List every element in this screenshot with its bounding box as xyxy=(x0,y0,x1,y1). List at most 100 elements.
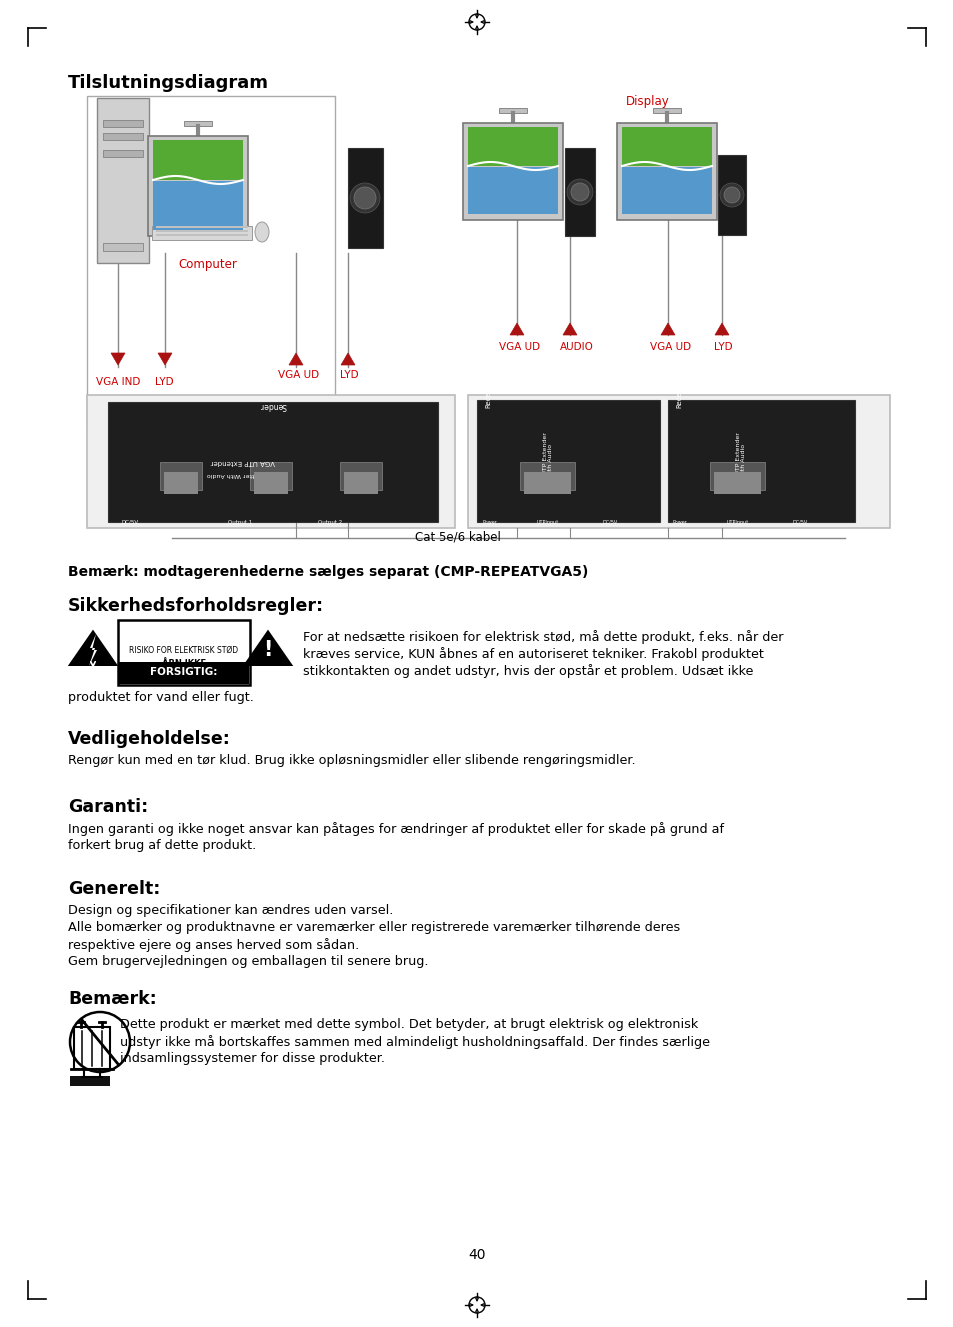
Text: VGA UTP Extender
With Audio: VGA UTP Extender With Audio xyxy=(735,433,745,490)
Text: Sikkerhedsforholdsregler:: Sikkerhedsforholdsregler: xyxy=(68,597,324,614)
Bar xyxy=(523,472,571,494)
Text: DC/5V: DC/5V xyxy=(121,520,138,525)
Bar xyxy=(468,127,558,166)
Bar xyxy=(667,399,854,522)
Bar xyxy=(70,1076,110,1085)
Text: stikkontakten og andet udstyr, hvis der opstår et problem. Udsæt ikke: stikkontakten og andet udstyr, hvis der … xyxy=(303,664,753,678)
Text: VGA UD: VGA UD xyxy=(649,342,690,352)
Text: 1X2 Splitter With Audio: 1X2 Splitter With Audio xyxy=(206,471,279,476)
Text: kræves service, KUN åbnes af en autoriseret tekniker. Frakobl produktet: kræves service, KUN åbnes af en autorise… xyxy=(303,648,763,661)
Text: Dette produkt er mærket med dette symbol. Det betyder, at brugt elektrisk og ele: Dette produkt er mærket med dette symbol… xyxy=(120,1018,698,1031)
Polygon shape xyxy=(714,322,728,334)
Bar xyxy=(103,150,143,157)
Bar xyxy=(462,123,562,220)
Bar xyxy=(709,462,764,490)
Text: Ingen garanti og ikke noget ansvar kan påtages for ændringer af produktet eller : Ingen garanti og ikke noget ansvar kan p… xyxy=(68,821,723,836)
Ellipse shape xyxy=(254,222,269,242)
Bar xyxy=(344,472,377,494)
Text: 40: 40 xyxy=(468,1247,485,1262)
Text: Vedligeholdelse:: Vedligeholdelse: xyxy=(68,730,231,748)
Bar xyxy=(97,98,149,263)
Bar xyxy=(87,395,455,528)
Circle shape xyxy=(566,179,593,204)
Bar xyxy=(103,133,143,141)
Text: VGA UD: VGA UD xyxy=(277,370,319,380)
Text: Power: Power xyxy=(672,520,687,525)
Text: forkert brug af dette produkt.: forkert brug af dette produkt. xyxy=(68,839,256,852)
Circle shape xyxy=(571,183,588,200)
Bar xyxy=(621,167,711,214)
Polygon shape xyxy=(111,353,125,365)
Text: Bemærk:: Bemærk: xyxy=(68,990,156,1009)
Text: udstyr ikke må bortskaffes sammen med almindeligt husholdningsaffald. Der findes: udstyr ikke må bortskaffes sammen med al… xyxy=(120,1035,709,1048)
Bar xyxy=(339,462,381,490)
Text: Gem brugervejledningen og emballagen til senere brug.: Gem brugervejledningen og emballagen til… xyxy=(68,955,428,967)
Bar xyxy=(468,167,558,214)
Bar xyxy=(348,149,382,248)
Bar xyxy=(108,402,437,522)
Circle shape xyxy=(723,187,740,203)
Text: AUDIO: AUDIO xyxy=(559,342,594,352)
Text: LYD: LYD xyxy=(713,342,732,352)
Text: FORSIGTIG:: FORSIGTIG: xyxy=(151,667,217,677)
Text: indsamlingssystemer for disse produkter.: indsamlingssystemer for disse produkter. xyxy=(120,1052,385,1066)
Text: LYD: LYD xyxy=(154,377,173,387)
Text: Sender: Sender xyxy=(259,401,286,410)
Bar xyxy=(152,180,243,230)
Text: Garanti:: Garanti: xyxy=(68,798,148,816)
Bar xyxy=(468,395,889,528)
Polygon shape xyxy=(340,353,355,365)
Bar xyxy=(253,472,288,494)
Bar xyxy=(156,226,248,228)
Polygon shape xyxy=(89,634,97,666)
Bar xyxy=(156,230,248,232)
Text: Alle bomærker og produktnavne er varemærker eller registrerede varemærker tilhør: Alle bomærker og produktnavne er varemær… xyxy=(68,921,679,934)
Bar xyxy=(103,243,143,251)
Text: VGA IND: VGA IND xyxy=(96,377,140,387)
Bar xyxy=(184,121,212,126)
Text: Power: Power xyxy=(482,520,497,525)
Text: Rengør kun med en tør klud. Brug ikke opløsningsmidler eller slibende rengørings: Rengør kun med en tør klud. Brug ikke op… xyxy=(68,754,635,767)
Text: DC/5V: DC/5V xyxy=(792,520,807,525)
Text: VGA UTP Extender: VGA UTP Extender xyxy=(211,459,274,464)
Text: UTPInput: UTPInput xyxy=(726,520,748,525)
Bar xyxy=(103,119,143,127)
Text: Output 1: Output 1 xyxy=(228,520,252,525)
Bar xyxy=(498,107,526,113)
Bar xyxy=(250,462,292,490)
Bar xyxy=(476,399,659,522)
Circle shape xyxy=(350,183,379,214)
Polygon shape xyxy=(510,322,523,334)
Text: ÅBN IKKE: ÅBN IKKE xyxy=(162,660,206,669)
Text: !: ! xyxy=(263,640,273,660)
Bar xyxy=(713,472,760,494)
Text: VGA UTP Extender
With Audio: VGA UTP Extender With Audio xyxy=(542,433,553,490)
Text: LYD: LYD xyxy=(339,370,358,380)
Text: respektive ejere og anses herved som sådan.: respektive ejere og anses herved som såd… xyxy=(68,938,359,951)
Text: Output 2: Output 2 xyxy=(317,520,342,525)
Polygon shape xyxy=(660,322,675,334)
Text: RISIKO FOR ELEKTRISK STØD: RISIKO FOR ELEKTRISK STØD xyxy=(130,645,238,654)
Bar xyxy=(160,462,202,490)
Bar xyxy=(621,127,711,166)
Text: DC/5V: DC/5V xyxy=(601,520,617,525)
Bar xyxy=(152,141,243,180)
Bar xyxy=(718,155,745,235)
Circle shape xyxy=(720,183,743,207)
Text: For at nedsætte risikoen for elektrisk stød, må dette produkt, f.eks. når der: For at nedsætte risikoen for elektrisk s… xyxy=(303,630,782,644)
Polygon shape xyxy=(562,322,577,334)
Bar xyxy=(74,1027,110,1070)
Text: VGA UD: VGA UD xyxy=(498,342,539,352)
Polygon shape xyxy=(289,353,303,365)
Circle shape xyxy=(354,187,375,208)
Bar xyxy=(564,149,595,236)
Bar xyxy=(87,96,335,425)
Polygon shape xyxy=(68,629,118,666)
Text: produktet for vand eller fugt.: produktet for vand eller fugt. xyxy=(68,691,253,705)
Bar xyxy=(152,226,252,240)
Text: Computer: Computer xyxy=(178,257,237,271)
Text: Bemærk: modtagerenhederne sælges separat (CMP-REPEATVGA5): Bemærk: modtagerenhederne sælges separat… xyxy=(68,565,588,579)
Bar xyxy=(148,135,248,236)
Text: Design og specifikationer kan ændres uden varsel.: Design og specifikationer kan ændres ude… xyxy=(68,904,393,917)
Text: Display: Display xyxy=(625,96,669,107)
